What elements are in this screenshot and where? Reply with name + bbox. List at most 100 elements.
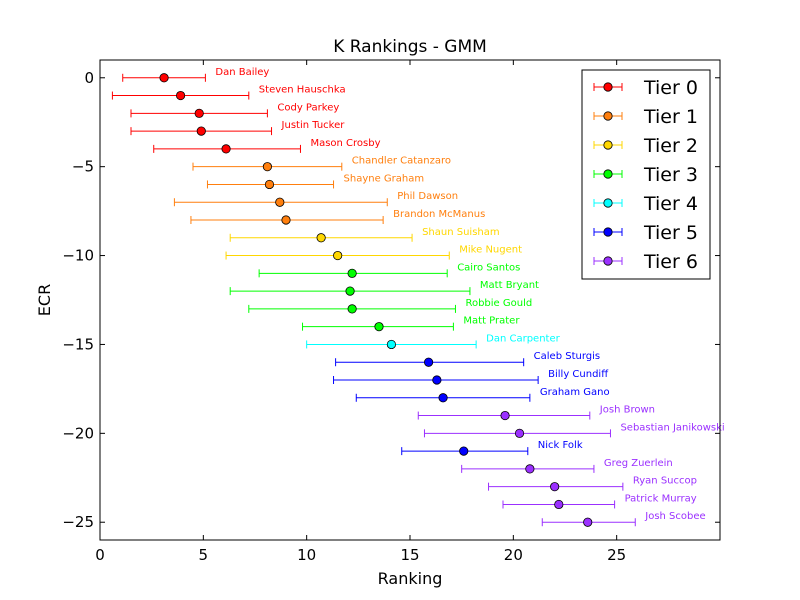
data-point-marker [347, 268, 357, 278]
legend-marker [603, 111, 613, 121]
data-point-marker [432, 375, 442, 385]
legend-label: Tier 6 [643, 251, 698, 273]
data-point-label: Chandler Catanzaro [352, 156, 451, 167]
data-point-group: Josh Scobee [541, 511, 706, 527]
data-point-group: Billy Cundiff [333, 369, 609, 385]
data-point-marker [386, 339, 396, 350]
y-axis-label: ECR [35, 284, 54, 316]
data-point-group: Nick Folk [401, 440, 583, 456]
data-point-label: Ryan Succop [633, 476, 697, 487]
legend-label: Tier 5 [643, 222, 698, 244]
data-point-marker [554, 499, 564, 510]
y-tick-label: −10 [62, 247, 94, 265]
data-point-marker [347, 304, 357, 314]
legend-entry: Tier 1 [593, 106, 698, 128]
x-tick-label: 20 [504, 546, 523, 564]
data-point-label: Cairo Santos [457, 262, 520, 273]
data-point-label: Shayne Graham [344, 173, 425, 184]
data-point-marker [316, 233, 326, 243]
data-point-label: Justin Tucker [281, 120, 346, 131]
data-point-label: Matt Prater [463, 316, 520, 327]
data-point-group: Josh Brown [417, 405, 655, 421]
data-point-group: Brandon McManus [190, 209, 485, 225]
x-axis-label: Ranking [378, 569, 443, 588]
legend-marker [603, 169, 613, 179]
data-point-group: Matt Prater [302, 316, 520, 332]
legend-entry: Tier 2 [593, 135, 698, 157]
data-point-marker [196, 126, 206, 136]
data-point-marker [500, 410, 510, 421]
data-point-group: Caleb Sturgis [335, 351, 600, 367]
data-point-marker [159, 73, 169, 83]
data-point-group: Mike Nugent [225, 245, 522, 261]
data-point-label: Dan Carpenter [486, 333, 560, 344]
data-point-group: Greg Zuerlein [461, 458, 673, 474]
data-point-marker [221, 144, 231, 154]
y-tick-label: −15 [62, 335, 94, 353]
y-tick-label: −5 [72, 158, 94, 176]
data-point-group: Steven Hauschka [111, 85, 346, 101]
legend-entry: Tier 3 [593, 164, 698, 186]
y-tick-label: −25 [62, 513, 94, 531]
data-point-marker [194, 108, 204, 118]
legend-label: Tier 0 [643, 77, 698, 99]
x-tick-label: 5 [199, 546, 209, 564]
y-tick-label: −20 [62, 424, 94, 442]
plot-area: Dan Bailey Steven Hauschka Cody Parkey Just… [111, 67, 725, 527]
data-point-label: Steven Hauschka [259, 85, 346, 96]
data-point-group: Chandler Catanzaro [192, 156, 451, 172]
data-point-marker [262, 162, 272, 172]
data-point-group: Shayne Graham [206, 173, 425, 190]
legend-marker [603, 82, 613, 92]
y-tick-label: 0 [84, 69, 94, 87]
data-point-group: Justin Tucker [130, 120, 346, 136]
data-point-group: Ryan Succop [488, 476, 697, 492]
data-point-label: Caleb Sturgis [534, 351, 600, 362]
x-tick-label: 0 [95, 546, 105, 564]
data-point-group: Mason Crosby [153, 138, 381, 154]
data-point-label: Patrick Murray [625, 493, 697, 504]
x-tick-label: 10 [297, 546, 316, 564]
legend: Tier 0 Tier 1 Tier 2 Tier 3 Tier 4 Tier 5 Tier… [581, 69, 711, 280]
legend-marker [603, 198, 613, 208]
data-point-group: Graham Gano [355, 387, 610, 403]
data-point-label: Phil Dawson [397, 191, 458, 202]
data-point-marker [514, 428, 525, 438]
data-point-label: Cody Parkey [277, 102, 339, 113]
data-point-marker [275, 197, 285, 207]
legend-marker [603, 140, 613, 150]
data-point-marker [345, 286, 355, 296]
data-point-marker [459, 446, 469, 456]
legend-entry: Tier 0 [593, 77, 698, 99]
legend-entry: Tier 5 [593, 222, 698, 244]
legend-entry: Tier 6 [593, 251, 698, 273]
data-point-label: Nick Folk [538, 440, 583, 451]
data-point-label: Josh Brown [599, 405, 655, 416]
data-point-marker [550, 482, 560, 492]
data-point-group: Cody Parkey [130, 102, 339, 118]
data-point-marker [281, 215, 291, 225]
data-point-label: Sebastian Janikowski [620, 422, 724, 433]
data-point-group: Phil Dawson [173, 191, 458, 207]
data-point-label: Josh Scobee [644, 511, 705, 522]
data-point-label: Brandon McManus [393, 209, 485, 220]
data-point-label: Matt Bryant [480, 280, 539, 291]
data-point-label: Greg Zuerlein [604, 458, 673, 469]
data-point-marker [176, 90, 186, 101]
data-point-group: Dan Bailey [122, 67, 269, 83]
x-tick-label: 15 [400, 546, 419, 564]
data-point-group: Sebastian Janikowski [423, 422, 725, 438]
data-point-marker [423, 357, 434, 367]
data-point-label: Mike Nugent [459, 245, 522, 256]
data-point-group: Shaun Suisham [229, 227, 500, 243]
data-point-marker [264, 179, 275, 190]
legend-marker [603, 256, 613, 266]
data-point-label: Robbie Gould [465, 298, 532, 309]
data-point-label: Graham Gano [540, 387, 610, 398]
axes: 0 5 10 15 20 25 0 −5 −10 −15 −20 −25 [62, 59, 721, 564]
data-point-group: Dan Carpenter [306, 333, 561, 350]
data-point-group: Robbie Gould [248, 298, 532, 314]
x-tick-label: 25 [607, 546, 626, 564]
legend-marker [603, 227, 613, 237]
